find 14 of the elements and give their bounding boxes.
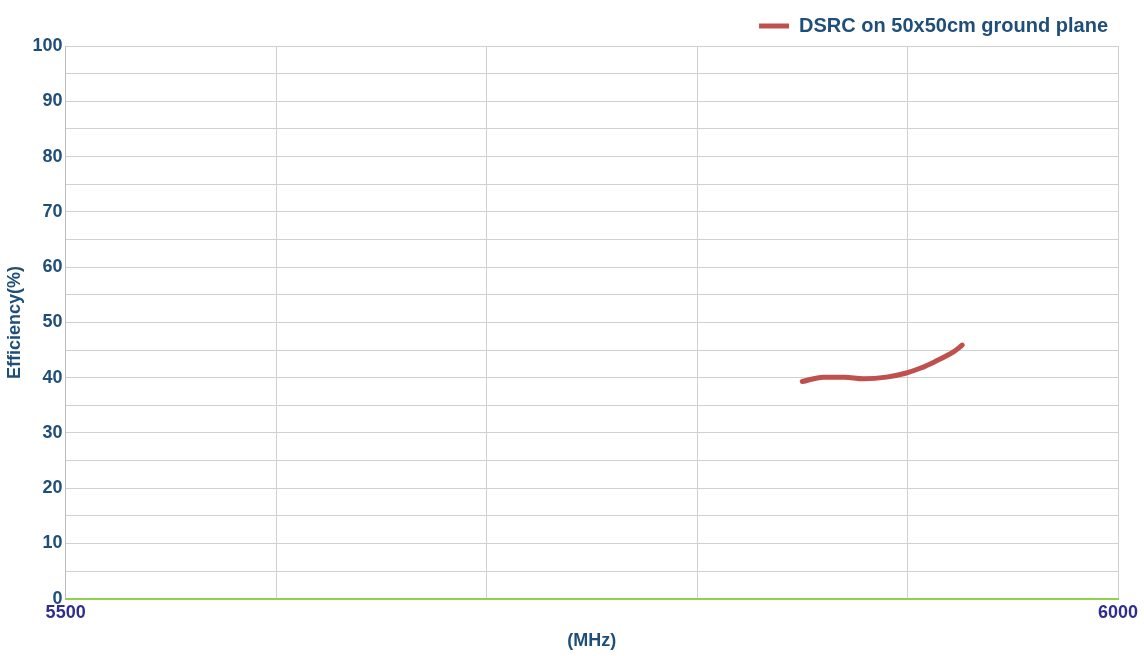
y-tick-label: 60 xyxy=(42,256,63,277)
legend-label: DSRC on 50x50cm ground plane xyxy=(799,13,1109,36)
y-tick-label: 70 xyxy=(42,200,63,221)
y-tick-label: 10 xyxy=(42,532,63,553)
y-tick-label: 90 xyxy=(42,90,63,111)
y-tick-label: 40 xyxy=(42,366,63,387)
y-tick-label: 100 xyxy=(32,34,63,55)
y-tick-label: 50 xyxy=(42,311,63,332)
x-tick-label: 6000 xyxy=(1097,601,1139,622)
x-axis-title: (MHz) xyxy=(567,630,617,651)
y-tick-label: 80 xyxy=(42,145,63,166)
y-axis-title: Efficiency(%) xyxy=(3,265,24,379)
y-tick-label: 20 xyxy=(42,477,63,498)
y-tick-label: 30 xyxy=(42,421,63,442)
